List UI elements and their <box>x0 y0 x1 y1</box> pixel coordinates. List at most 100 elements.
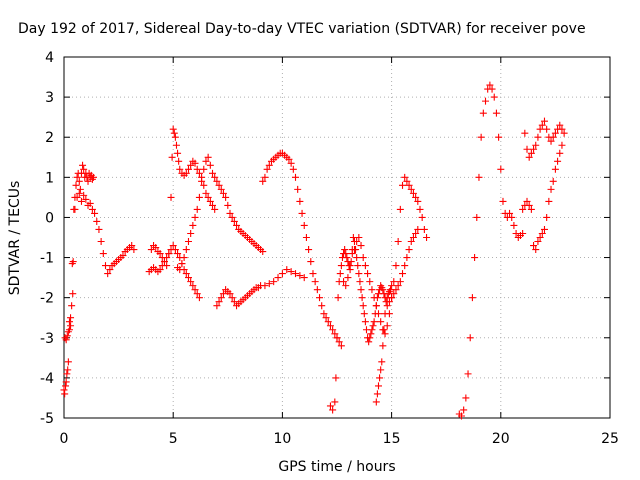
y-tick-label: 4 <box>45 50 54 66</box>
data-point <box>392 286 400 294</box>
data-point <box>60 386 68 394</box>
data-point <box>119 252 127 260</box>
data-point <box>523 145 531 153</box>
data-point <box>213 177 221 185</box>
data-point <box>380 326 388 334</box>
data-point <box>464 370 472 378</box>
data-point <box>390 290 398 298</box>
data-point <box>182 169 190 177</box>
data-point <box>300 221 308 229</box>
data-point <box>61 390 69 398</box>
data-point <box>219 290 227 298</box>
data-point <box>543 125 551 133</box>
data-point <box>68 302 76 310</box>
data-point <box>512 229 520 237</box>
data-point <box>270 278 278 286</box>
data-point <box>409 189 417 197</box>
data-point <box>64 366 72 374</box>
data-point <box>403 254 411 262</box>
data-point <box>407 238 415 246</box>
data-point <box>91 209 99 217</box>
data-point <box>543 213 551 221</box>
data-point <box>158 254 166 262</box>
data-point <box>163 262 171 270</box>
data-point <box>89 173 97 181</box>
data-point <box>479 109 487 117</box>
data-point <box>372 398 380 406</box>
data-point <box>383 302 391 310</box>
data-point <box>385 298 393 306</box>
y-tick-label: 0 <box>45 210 54 226</box>
data-point <box>204 193 212 201</box>
data-point <box>63 370 71 378</box>
data-point <box>187 161 195 169</box>
data-point <box>182 246 190 254</box>
data-point <box>187 278 195 286</box>
data-point <box>468 294 476 302</box>
data-point <box>195 294 203 302</box>
axis-ticks <box>63 56 611 419</box>
data-point <box>233 221 241 229</box>
data-point <box>334 294 342 302</box>
data-point <box>377 318 385 326</box>
data-point <box>359 254 367 262</box>
data-point <box>313 286 321 294</box>
data-point <box>165 250 173 258</box>
data-point <box>335 338 343 346</box>
data-point <box>80 191 88 199</box>
data-point <box>63 332 71 340</box>
x-tick-label: 25 <box>601 431 619 447</box>
data-point <box>342 250 350 258</box>
data-point <box>368 286 376 294</box>
data-point <box>379 342 387 350</box>
data-point <box>175 157 183 165</box>
data-point <box>294 185 302 193</box>
data-point <box>326 322 334 330</box>
data-point <box>473 213 481 221</box>
data-point <box>67 322 75 330</box>
data-point <box>379 286 387 294</box>
data-point <box>372 302 380 310</box>
data-point <box>370 294 378 302</box>
data-point <box>305 246 313 254</box>
data-point <box>357 242 365 250</box>
data-point <box>226 290 234 298</box>
data-point <box>76 185 84 193</box>
data-point <box>475 173 483 181</box>
data-point <box>184 165 192 173</box>
x-tick-label: 0 <box>60 431 69 447</box>
data-point <box>383 322 391 330</box>
data-point <box>510 221 518 229</box>
data-point <box>374 382 382 390</box>
data-point <box>486 81 494 89</box>
data-point <box>101 262 109 270</box>
data-point <box>64 358 72 366</box>
data-point <box>309 270 317 278</box>
data-point <box>193 165 201 173</box>
data-point <box>326 402 334 410</box>
data-point <box>189 282 197 290</box>
data-point <box>283 266 291 274</box>
data-point <box>206 161 214 169</box>
data-point <box>540 225 548 233</box>
data-point <box>289 165 297 173</box>
data-point <box>287 268 295 276</box>
data-point <box>206 197 214 205</box>
data-point <box>215 298 223 306</box>
data-point <box>527 205 535 213</box>
data-point <box>357 286 365 294</box>
data-point <box>191 286 199 294</box>
data-point <box>492 109 500 117</box>
data-point <box>373 390 381 398</box>
plot-frame <box>63 56 611 419</box>
data-point <box>525 201 533 209</box>
y-tick-label: 2 <box>45 130 54 146</box>
data-point <box>69 258 77 266</box>
data-point <box>394 282 402 290</box>
x-axis-label: GPS time / hours <box>278 459 395 475</box>
data-point <box>337 262 345 270</box>
data-point <box>307 258 315 266</box>
data-point <box>171 133 179 141</box>
data-point <box>302 234 310 241</box>
data-point <box>530 145 538 153</box>
